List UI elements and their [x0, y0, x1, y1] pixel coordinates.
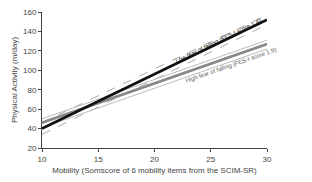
- svg-text:Mobility (Somscore of 6 mobili: Mobility (Somscore of 6 mobility items f…: [52, 166, 257, 175]
- svg-text:160: 160: [23, 8, 37, 17]
- svg-text:20: 20: [150, 155, 159, 164]
- svg-text:15: 15: [94, 155, 103, 164]
- svg-text:Low fear of falling (FES-I sco: Low fear of falling (FES-I score 1.4): [175, 17, 263, 63]
- svg-text:100: 100: [23, 66, 37, 75]
- svg-text:120: 120: [23, 47, 37, 56]
- svg-text:10: 10: [38, 155, 47, 164]
- svg-text:40: 40: [27, 124, 36, 133]
- svg-text:High fear of falling (FES-I sc: High fear of falling (FES-I score 1.9): [185, 47, 277, 84]
- svg-text:80: 80: [27, 86, 36, 95]
- svg-text:25: 25: [206, 155, 215, 164]
- svg-text:Physical Activity (m/day): Physical Activity (m/day): [10, 37, 19, 124]
- svg-text:140: 140: [23, 27, 37, 36]
- svg-text:20: 20: [27, 144, 36, 153]
- svg-text:60: 60: [27, 105, 36, 114]
- svg-text:30: 30: [263, 155, 272, 164]
